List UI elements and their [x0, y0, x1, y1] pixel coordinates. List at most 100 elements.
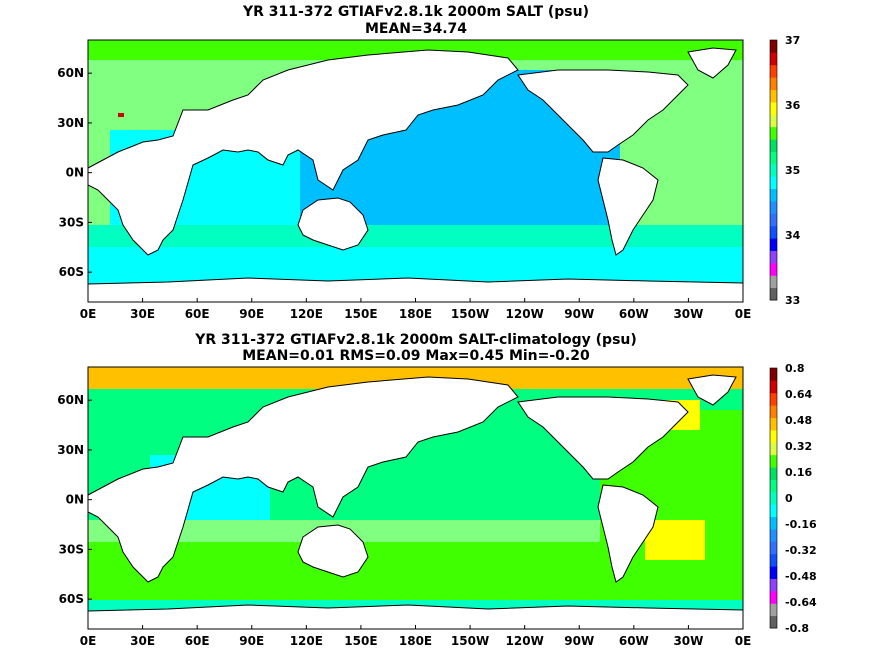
x-tick-label: 150W	[451, 634, 489, 648]
colorbar-segment	[770, 479, 777, 493]
colorbar-segment	[770, 417, 777, 431]
colorbar-segment	[770, 139, 777, 152]
colorbar-segment	[770, 114, 777, 128]
y-tick-label: 60S	[59, 592, 84, 606]
x-tick-label: 30W	[673, 634, 703, 648]
x-tick-label: 90W	[564, 634, 594, 648]
colorbar-tick-label: 0.64	[785, 388, 812, 401]
colorbar-segment	[770, 578, 777, 592]
top-southern-band	[88, 225, 743, 247]
bottom-brazil-region	[645, 520, 705, 560]
y-tick-label: 60S	[59, 265, 84, 279]
x-tick-label: 90E	[239, 307, 264, 321]
colorbar-segment	[770, 368, 777, 381]
colorbar-segment	[770, 200, 777, 214]
x-tick-label: 0E	[80, 307, 97, 321]
colorbar-segment	[770, 590, 777, 604]
colorbar-segment	[770, 380, 777, 394]
y-tick-label: 30N	[57, 443, 84, 457]
x-tick-label: 90W	[564, 307, 594, 321]
x-tick-label: 30E	[130, 307, 155, 321]
colorbar-segment	[770, 541, 777, 555]
top-arctic-region	[88, 40, 743, 60]
x-tick-label: 120W	[506, 307, 544, 321]
x-tick-label: 0E	[735, 307, 752, 321]
colorbar-frame	[769, 39, 778, 301]
bottom-southern-band	[88, 520, 743, 542]
colorbar-tick-label: 34	[785, 229, 801, 242]
bottom-y-axis: 60N 30N 0N 30S 60S	[57, 393, 92, 606]
colorbar-segment	[770, 504, 777, 518]
colorbar-segment	[770, 163, 777, 177]
bottom-subtitle: MEAN=0.01 RMS=0.09 Max=0.45 Min=-0.20	[242, 348, 590, 364]
colorbar-segment	[770, 442, 777, 456]
colorbar-segment	[770, 405, 777, 419]
x-tick-label: 120W	[506, 634, 544, 648]
colorbar-tick-label: -0.16	[785, 518, 817, 531]
colorbar-segment	[770, 40, 777, 53]
y-tick-label: 0N	[66, 493, 84, 507]
colorbar-segment	[770, 392, 777, 406]
y-tick-label: 60N	[57, 66, 84, 80]
y-tick-label: 60N	[57, 393, 84, 407]
colorbar-tick-label: 37	[785, 34, 800, 47]
y-tick-label: 30S	[59, 542, 84, 556]
colorbar-tick-label: 36	[785, 99, 801, 112]
colorbar-segment	[770, 64, 777, 78]
top-x-axis: 0E 30E 60E 90E 120E 150E 180E 150W 120W 90W 60W 30W…	[80, 298, 752, 321]
colorbar-segment	[770, 566, 777, 579]
bottom-title: YR 311-372 GTIAFv2.8.1k 2000m SALT-clima…	[194, 332, 637, 348]
colorbar-segment	[770, 101, 777, 115]
x-tick-label: 0E	[735, 634, 752, 648]
colorbar-tick-label: 0.8	[785, 362, 805, 375]
colorbar-tick-label: -0.32	[785, 544, 817, 557]
x-tick-label: 60W	[619, 307, 649, 321]
bottom-colorbar: -0.8 -0.64 -0.48 -0.32 -0.16 0 0.16 0.32 0.48 0.6…	[769, 362, 817, 635]
x-tick-label: 180E	[399, 634, 432, 648]
colorbar-tick-label: -0.48	[785, 570, 817, 583]
colorbar-segment	[770, 287, 777, 301]
colorbar-segment	[770, 275, 777, 289]
top-title: YR 311-372 GTIAFv2.8.1k 2000m SALT (psu)	[242, 4, 589, 20]
colorbar-tick-label: -0.8	[785, 622, 809, 635]
colorbar-segment	[770, 250, 777, 264]
y-tick-label: 0N	[66, 166, 84, 180]
colorbar-tick-label: 0.48	[785, 414, 812, 427]
top-salinity-field	[88, 40, 743, 302]
x-tick-label: 150E	[344, 307, 377, 321]
colorbar-segment	[770, 615, 777, 629]
colorbar-segment	[770, 213, 777, 227]
x-tick-label: 60E	[185, 307, 210, 321]
x-tick-label: 60W	[619, 634, 649, 648]
top-y-axis: 60N 30N 0N 30S 60S	[57, 66, 92, 279]
colorbar-tick-label: -0.64	[785, 596, 817, 609]
top-colorbar: 33 34 35 36 37	[769, 34, 801, 307]
colorbar-segment	[770, 603, 777, 617]
colorbar-segment	[770, 151, 777, 165]
colorbar-segment	[770, 429, 777, 443]
y-tick-label: 30N	[57, 116, 84, 130]
colorbar-segment	[770, 225, 777, 239]
colorbar-tick-label: 0	[785, 492, 793, 505]
colorbar-tick-label: 0.32	[785, 440, 812, 453]
colorbar-segment	[770, 188, 777, 202]
x-tick-label: 60E	[185, 634, 210, 648]
x-tick-label: 0E	[80, 634, 97, 648]
colorbar-segment	[770, 553, 777, 567]
x-tick-label: 150E	[344, 634, 377, 648]
colorbar-tick-label: 33	[785, 294, 800, 307]
colorbar-segment	[770, 262, 777, 276]
colorbar-tick-label: 0.16	[785, 466, 812, 479]
bottom-x-axis: 0E 30E 60E 90E 120E 150E 180E 150W 120W 90W 60W 30W…	[80, 625, 752, 648]
colorbar-segment	[770, 467, 777, 480]
colorbar-frame	[769, 367, 778, 629]
colorbar-segment	[770, 516, 777, 530]
colorbar-segment	[770, 454, 777, 468]
x-tick-label: 120E	[290, 634, 323, 648]
top-subtitle: MEAN=34.74	[365, 21, 467, 37]
x-tick-label: 120E	[290, 307, 323, 321]
x-tick-label: 30E	[130, 634, 155, 648]
colorbar-segment	[770, 176, 777, 190]
colorbar-segment	[770, 52, 777, 66]
